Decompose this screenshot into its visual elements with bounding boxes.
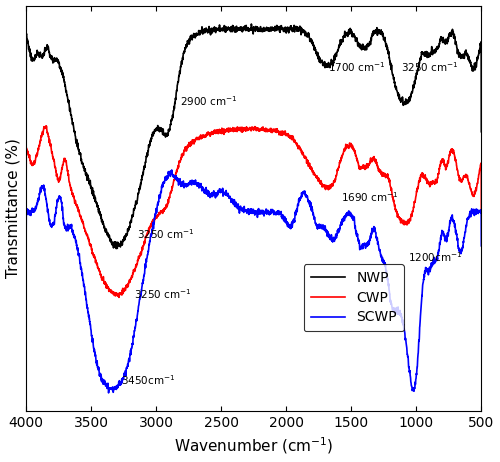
NWP — [192, 32, 198, 37]
Text: 1200cm$^{-1}$: 1200cm$^{-1}$ — [408, 250, 463, 264]
X-axis label: Wavenumber (cm$^{-1}$): Wavenumber (cm$^{-1}$) — [174, 436, 334, 456]
SCWP — [128, 345, 134, 350]
CWP — [116, 295, 122, 300]
SCWP — [124, 365, 130, 371]
Text: 1700 cm$^{-1}$: 1700 cm$^{-1}$ — [328, 61, 386, 74]
NWP — [228, 26, 234, 32]
Text: 1690 cm$^{-1}$: 1690 cm$^{-1}$ — [341, 190, 398, 204]
CWP — [23, 200, 29, 206]
Text: 2900 cm$^{-1}$: 2900 cm$^{-1}$ — [180, 94, 237, 108]
SCWP — [169, 168, 175, 173]
SCWP — [228, 200, 234, 205]
Text: 3450cm$^{-1}$: 3450cm$^{-1}$ — [121, 373, 176, 387]
CWP — [228, 127, 234, 132]
NWP — [476, 48, 482, 53]
SCWP — [99, 377, 105, 383]
NWP — [113, 246, 119, 251]
Legend: NWP, CWP, SCWP: NWP, CWP, SCWP — [304, 264, 404, 331]
CWP — [129, 274, 135, 280]
SCWP — [476, 209, 482, 215]
NWP — [128, 215, 134, 221]
Y-axis label: Transmittance (%): Transmittance (%) — [6, 139, 20, 279]
CWP — [192, 138, 198, 144]
Text: 3250 cm$^{-1}$: 3250 cm$^{-1}$ — [400, 61, 458, 74]
NWP — [248, 21, 254, 27]
SCWP — [106, 390, 112, 395]
CWP — [124, 284, 130, 289]
CWP — [476, 171, 482, 176]
SCWP — [478, 243, 484, 249]
NWP — [99, 217, 105, 223]
Line: SCWP: SCWP — [26, 170, 481, 393]
SCWP — [192, 181, 198, 186]
Line: NWP: NWP — [26, 24, 481, 249]
CWP — [44, 123, 50, 129]
NWP — [478, 129, 484, 134]
NWP — [23, 124, 29, 130]
Text: 3250 cm$^{-1}$: 3250 cm$^{-1}$ — [136, 227, 194, 241]
NWP — [124, 232, 130, 237]
SCWP — [23, 245, 29, 251]
Text: 3250 cm$^{-1}$: 3250 cm$^{-1}$ — [134, 287, 192, 301]
Line: CWP: CWP — [26, 126, 481, 298]
CWP — [99, 275, 105, 280]
CWP — [478, 209, 484, 215]
